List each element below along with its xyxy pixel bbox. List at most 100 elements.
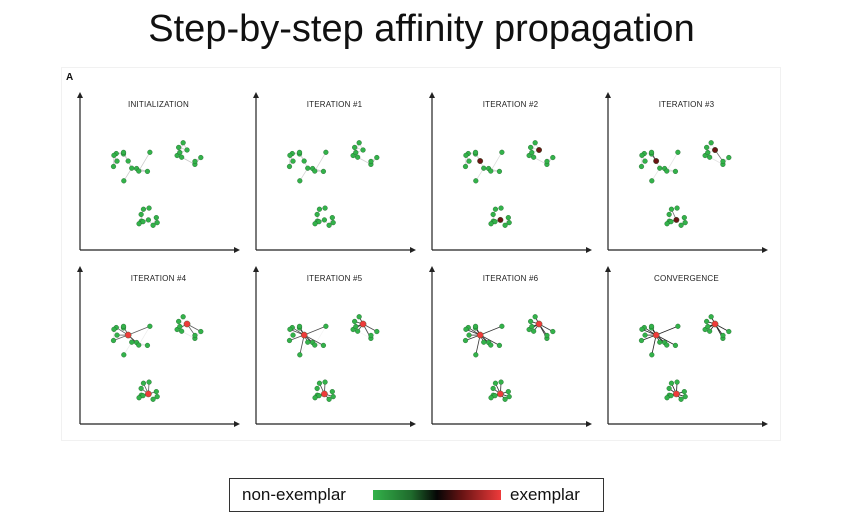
data-node bbox=[198, 154, 204, 161]
x-axis-arrow bbox=[762, 421, 768, 427]
data-node bbox=[329, 215, 335, 221]
data-node bbox=[330, 220, 336, 226]
data-node bbox=[297, 178, 303, 184]
exemplar-node bbox=[125, 158, 131, 164]
data-node bbox=[296, 323, 303, 329]
data-node bbox=[140, 206, 147, 212]
panel-graph-iteration-1 bbox=[253, 92, 416, 253]
x-axis-arrow bbox=[762, 247, 768, 253]
y-axis-arrow bbox=[253, 92, 259, 98]
data-node bbox=[368, 332, 374, 339]
exemplar-node bbox=[183, 320, 191, 328]
slide-title: Step-by-step affinity propagation bbox=[148, 8, 695, 50]
data-node bbox=[192, 158, 198, 165]
data-node bbox=[290, 158, 296, 164]
data-node bbox=[180, 314, 186, 320]
assignment-edge bbox=[128, 325, 151, 336]
data-node bbox=[488, 395, 494, 401]
data-node bbox=[312, 342, 318, 348]
data-node bbox=[682, 394, 688, 400]
data-node bbox=[666, 211, 672, 218]
data-node bbox=[674, 379, 680, 385]
data-node bbox=[681, 215, 687, 221]
data-node bbox=[481, 165, 487, 171]
panel-title-iteration-5: ITERATION #5 bbox=[306, 274, 363, 283]
data-node bbox=[129, 339, 135, 345]
data-node bbox=[528, 318, 534, 325]
data-node bbox=[672, 168, 679, 174]
exemplar-node bbox=[497, 216, 504, 223]
exemplar-node bbox=[476, 331, 484, 339]
data-node bbox=[320, 168, 327, 174]
data-node bbox=[154, 394, 160, 400]
data-node bbox=[120, 323, 127, 329]
data-node bbox=[668, 206, 675, 212]
data-node bbox=[305, 165, 311, 171]
data-node bbox=[668, 380, 675, 386]
panel-graph-iteration-6 bbox=[429, 266, 592, 427]
y-axis-arrow bbox=[253, 266, 259, 272]
data-node bbox=[180, 140, 186, 146]
y-axis-arrow bbox=[605, 92, 611, 98]
legend-non-exemplar-label: non-exemplar bbox=[242, 485, 346, 504]
data-node bbox=[657, 339, 663, 345]
panel-iteration-3: ITERATION #3 bbox=[604, 90, 769, 255]
data-node bbox=[672, 342, 679, 348]
data-node bbox=[353, 323, 359, 330]
panel-graph-convergence bbox=[605, 266, 768, 427]
data-node bbox=[499, 149, 505, 155]
data-node bbox=[675, 323, 681, 329]
mesh-edge bbox=[314, 326, 327, 346]
panel-initialization: INITIALIZATION bbox=[76, 90, 241, 255]
data-node bbox=[720, 158, 726, 165]
data-node bbox=[642, 158, 648, 164]
data-node bbox=[496, 342, 503, 348]
data-node bbox=[121, 352, 127, 358]
data-node bbox=[505, 215, 511, 221]
data-node bbox=[323, 323, 329, 329]
data-node bbox=[657, 165, 663, 171]
data-node bbox=[150, 396, 156, 402]
exemplar-node bbox=[145, 217, 151, 223]
data-node bbox=[147, 149, 153, 155]
exemplar-node bbox=[673, 216, 680, 223]
data-node bbox=[176, 144, 182, 151]
data-node bbox=[528, 144, 534, 151]
data-node bbox=[198, 328, 204, 335]
data-node bbox=[110, 163, 117, 170]
panel-iteration-6: ITERATION #6 bbox=[428, 264, 593, 429]
exemplar-node bbox=[360, 147, 366, 153]
data-node bbox=[314, 211, 320, 218]
data-node bbox=[356, 140, 362, 146]
data-node bbox=[544, 158, 550, 165]
data-node bbox=[352, 144, 358, 151]
panel-iteration-1: ITERATION #1 bbox=[252, 90, 417, 255]
data-node bbox=[678, 396, 684, 402]
data-node bbox=[472, 149, 479, 155]
data-node bbox=[111, 326, 117, 332]
panel-graph-iteration-4 bbox=[77, 266, 240, 427]
data-node bbox=[138, 385, 144, 392]
data-node bbox=[488, 342, 494, 348]
data-node bbox=[675, 149, 681, 155]
data-node bbox=[368, 158, 374, 165]
exemplar-node bbox=[321, 390, 328, 398]
data-node bbox=[286, 337, 293, 344]
data-node bbox=[353, 149, 359, 156]
exemplar-node bbox=[300, 331, 308, 339]
data-node bbox=[473, 178, 479, 184]
data-node bbox=[326, 222, 332, 228]
data-node bbox=[502, 222, 508, 228]
data-node bbox=[154, 220, 160, 226]
data-node bbox=[110, 337, 117, 344]
data-node bbox=[648, 149, 655, 155]
data-node bbox=[176, 318, 182, 325]
panel-iteration-4: ITERATION #4 bbox=[76, 264, 241, 429]
data-node bbox=[532, 140, 538, 146]
data-node bbox=[472, 323, 479, 329]
data-node bbox=[648, 323, 655, 329]
data-node bbox=[297, 352, 303, 358]
data-node bbox=[707, 328, 713, 334]
data-node bbox=[664, 168, 670, 174]
panel-graph-iteration-5 bbox=[253, 266, 416, 427]
